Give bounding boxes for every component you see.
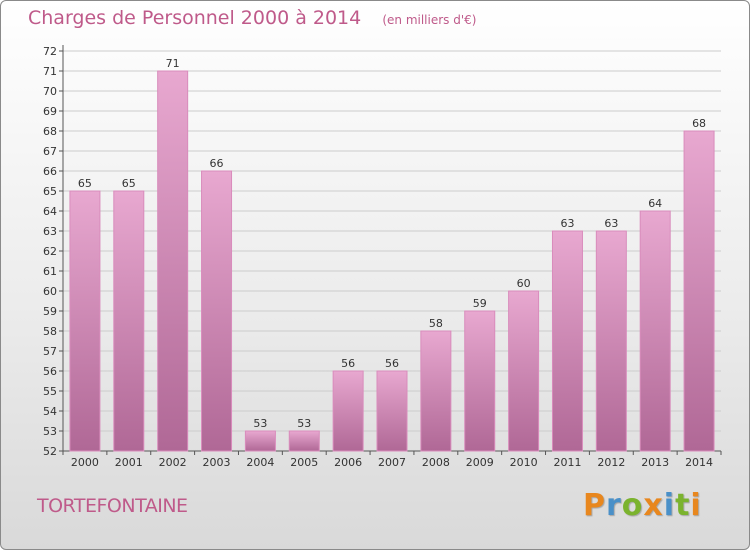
x-tick-label: 2001 [115, 456, 143, 469]
x-tick-label: 2006 [334, 456, 362, 469]
y-tick-label: 65 [43, 185, 57, 198]
title-row: Charges de Personnel 2000 à 2014 (en mil… [28, 7, 476, 29]
bar [595, 230, 627, 452]
x-tick-label: 2003 [203, 456, 231, 469]
y-tick-label: 70 [43, 85, 57, 98]
y-tick-label: 66 [43, 165, 57, 178]
data-label: 71 [166, 57, 180, 70]
data-labels: 65 65 71 66 53 53 56 56 58 59 60 63 63 64 68 [78, 57, 706, 430]
bar [683, 130, 715, 452]
y-tick-label: 69 [43, 105, 57, 118]
y-tick-label: 56 [43, 365, 57, 378]
y-tick-label: 54 [43, 405, 57, 418]
logo-letter: o [621, 488, 644, 523]
bar [244, 430, 276, 452]
x-tick-label: 2004 [246, 456, 274, 469]
data-label: 56 [385, 357, 399, 370]
bar [639, 210, 671, 452]
y-tick-label: 67 [43, 145, 57, 158]
logo-letter: t [675, 488, 691, 523]
x-tick-label: 2002 [159, 456, 187, 469]
bar [551, 230, 583, 452]
data-label: 63 [604, 217, 618, 230]
y-tick-label: 60 [43, 285, 57, 298]
x-tick-label: 2000 [71, 456, 99, 469]
logo-letter: r [606, 488, 622, 523]
y-tick-label: 58 [43, 325, 57, 338]
data-label: 53 [297, 417, 311, 430]
y-tick-label: 59 [43, 305, 57, 318]
data-label: 53 [253, 417, 267, 430]
data-label: 56 [341, 357, 355, 370]
y-tick-label: 62 [43, 245, 57, 258]
data-label: 68 [692, 117, 706, 130]
bar [376, 370, 408, 452]
logo-letter: i [690, 488, 702, 523]
proxiti-logo: Proxiti [583, 488, 702, 523]
logo-letter: x [643, 488, 664, 523]
data-label: 65 [78, 177, 92, 190]
y-tick-label: 52 [43, 445, 57, 458]
y-tick-label: 71 [43, 65, 57, 78]
data-label: 60 [517, 277, 531, 290]
x-tick-label: 2014 [685, 456, 713, 469]
commune-name: TORTEFONTAINE [37, 495, 188, 517]
y-tick-label: 61 [43, 265, 57, 278]
data-label: 65 [122, 177, 136, 190]
logo-letter: i [663, 488, 676, 523]
y-tick-label: 53 [43, 425, 57, 438]
x-tick-label: 2008 [422, 456, 450, 469]
data-label: 58 [429, 317, 443, 330]
x-tick-label: 2007 [378, 456, 406, 469]
bar [508, 290, 540, 452]
bar [332, 370, 364, 452]
y-tick-label: 57 [43, 345, 57, 358]
bar [113, 190, 145, 452]
bar [157, 70, 189, 452]
y-tick-label: 64 [43, 205, 57, 218]
data-label: 59 [473, 297, 487, 310]
chart-unit: (en milliers d'€) [382, 13, 477, 27]
x-tick-label: 2013 [641, 456, 669, 469]
data-label: 64 [648, 197, 662, 210]
bars [69, 70, 715, 452]
chart-title: Charges de Personnel 2000 à 2014 [28, 7, 362, 29]
y-tick-label: 55 [43, 385, 57, 398]
x-tick-label: 2011 [553, 456, 581, 469]
x-axis-ticks: 2000 2001 2002 2003 2004 2005 2006 2007 2008 2009… [62, 451, 722, 469]
x-tick-label: 2005 [290, 456, 318, 469]
y-tick-label: 72 [43, 45, 57, 58]
bar [201, 170, 233, 452]
x-tick-label: 2010 [510, 456, 538, 469]
data-label: 66 [210, 157, 224, 170]
data-label: 63 [560, 217, 574, 230]
x-tick-label: 2012 [597, 456, 625, 469]
logo-letter: P [583, 488, 606, 523]
bar [288, 430, 320, 452]
y-tick-label: 63 [43, 225, 57, 238]
y-axis-ticks: 52 53 54 55 56 57 58 59 60 61 62 63 64 65 66 67 68 69 70 71… [43, 45, 63, 458]
bar [69, 190, 101, 452]
x-tick-label: 2009 [466, 456, 494, 469]
bar [464, 310, 496, 452]
y-tick-label: 68 [43, 125, 57, 138]
bar [420, 330, 452, 452]
